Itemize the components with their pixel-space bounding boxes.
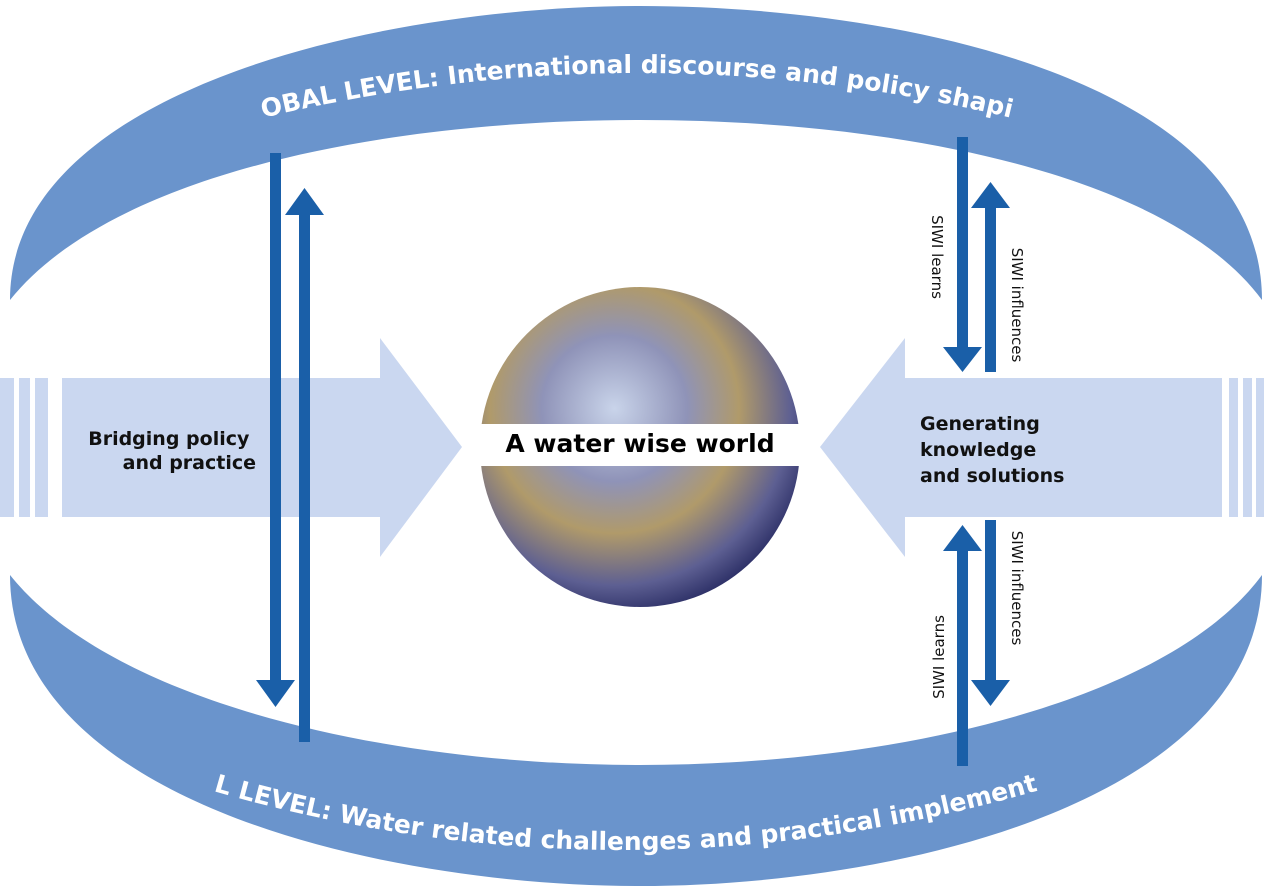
- left-label-line: Bridging policy: [88, 428, 250, 450]
- right-label-line: and solutions: [920, 465, 1064, 487]
- right-label-line: Generating: [920, 413, 1040, 435]
- arrow-label: SIWI learns: [928, 215, 946, 299]
- diagram: GLOBAL LEVEL: International discourse an…: [0, 0, 1264, 888]
- right-label: Generating knowledge and solutions: [920, 413, 1064, 487]
- right-label-line: knowledge: [920, 439, 1036, 461]
- arrow-label: SIWI influences: [1008, 248, 1026, 363]
- arrow-label: SIWI influences: [1008, 531, 1026, 646]
- center-label: A water wise world: [505, 429, 774, 458]
- left-label-line: and practice: [123, 452, 256, 474]
- arrow-label: SIWI learns: [930, 615, 948, 699]
